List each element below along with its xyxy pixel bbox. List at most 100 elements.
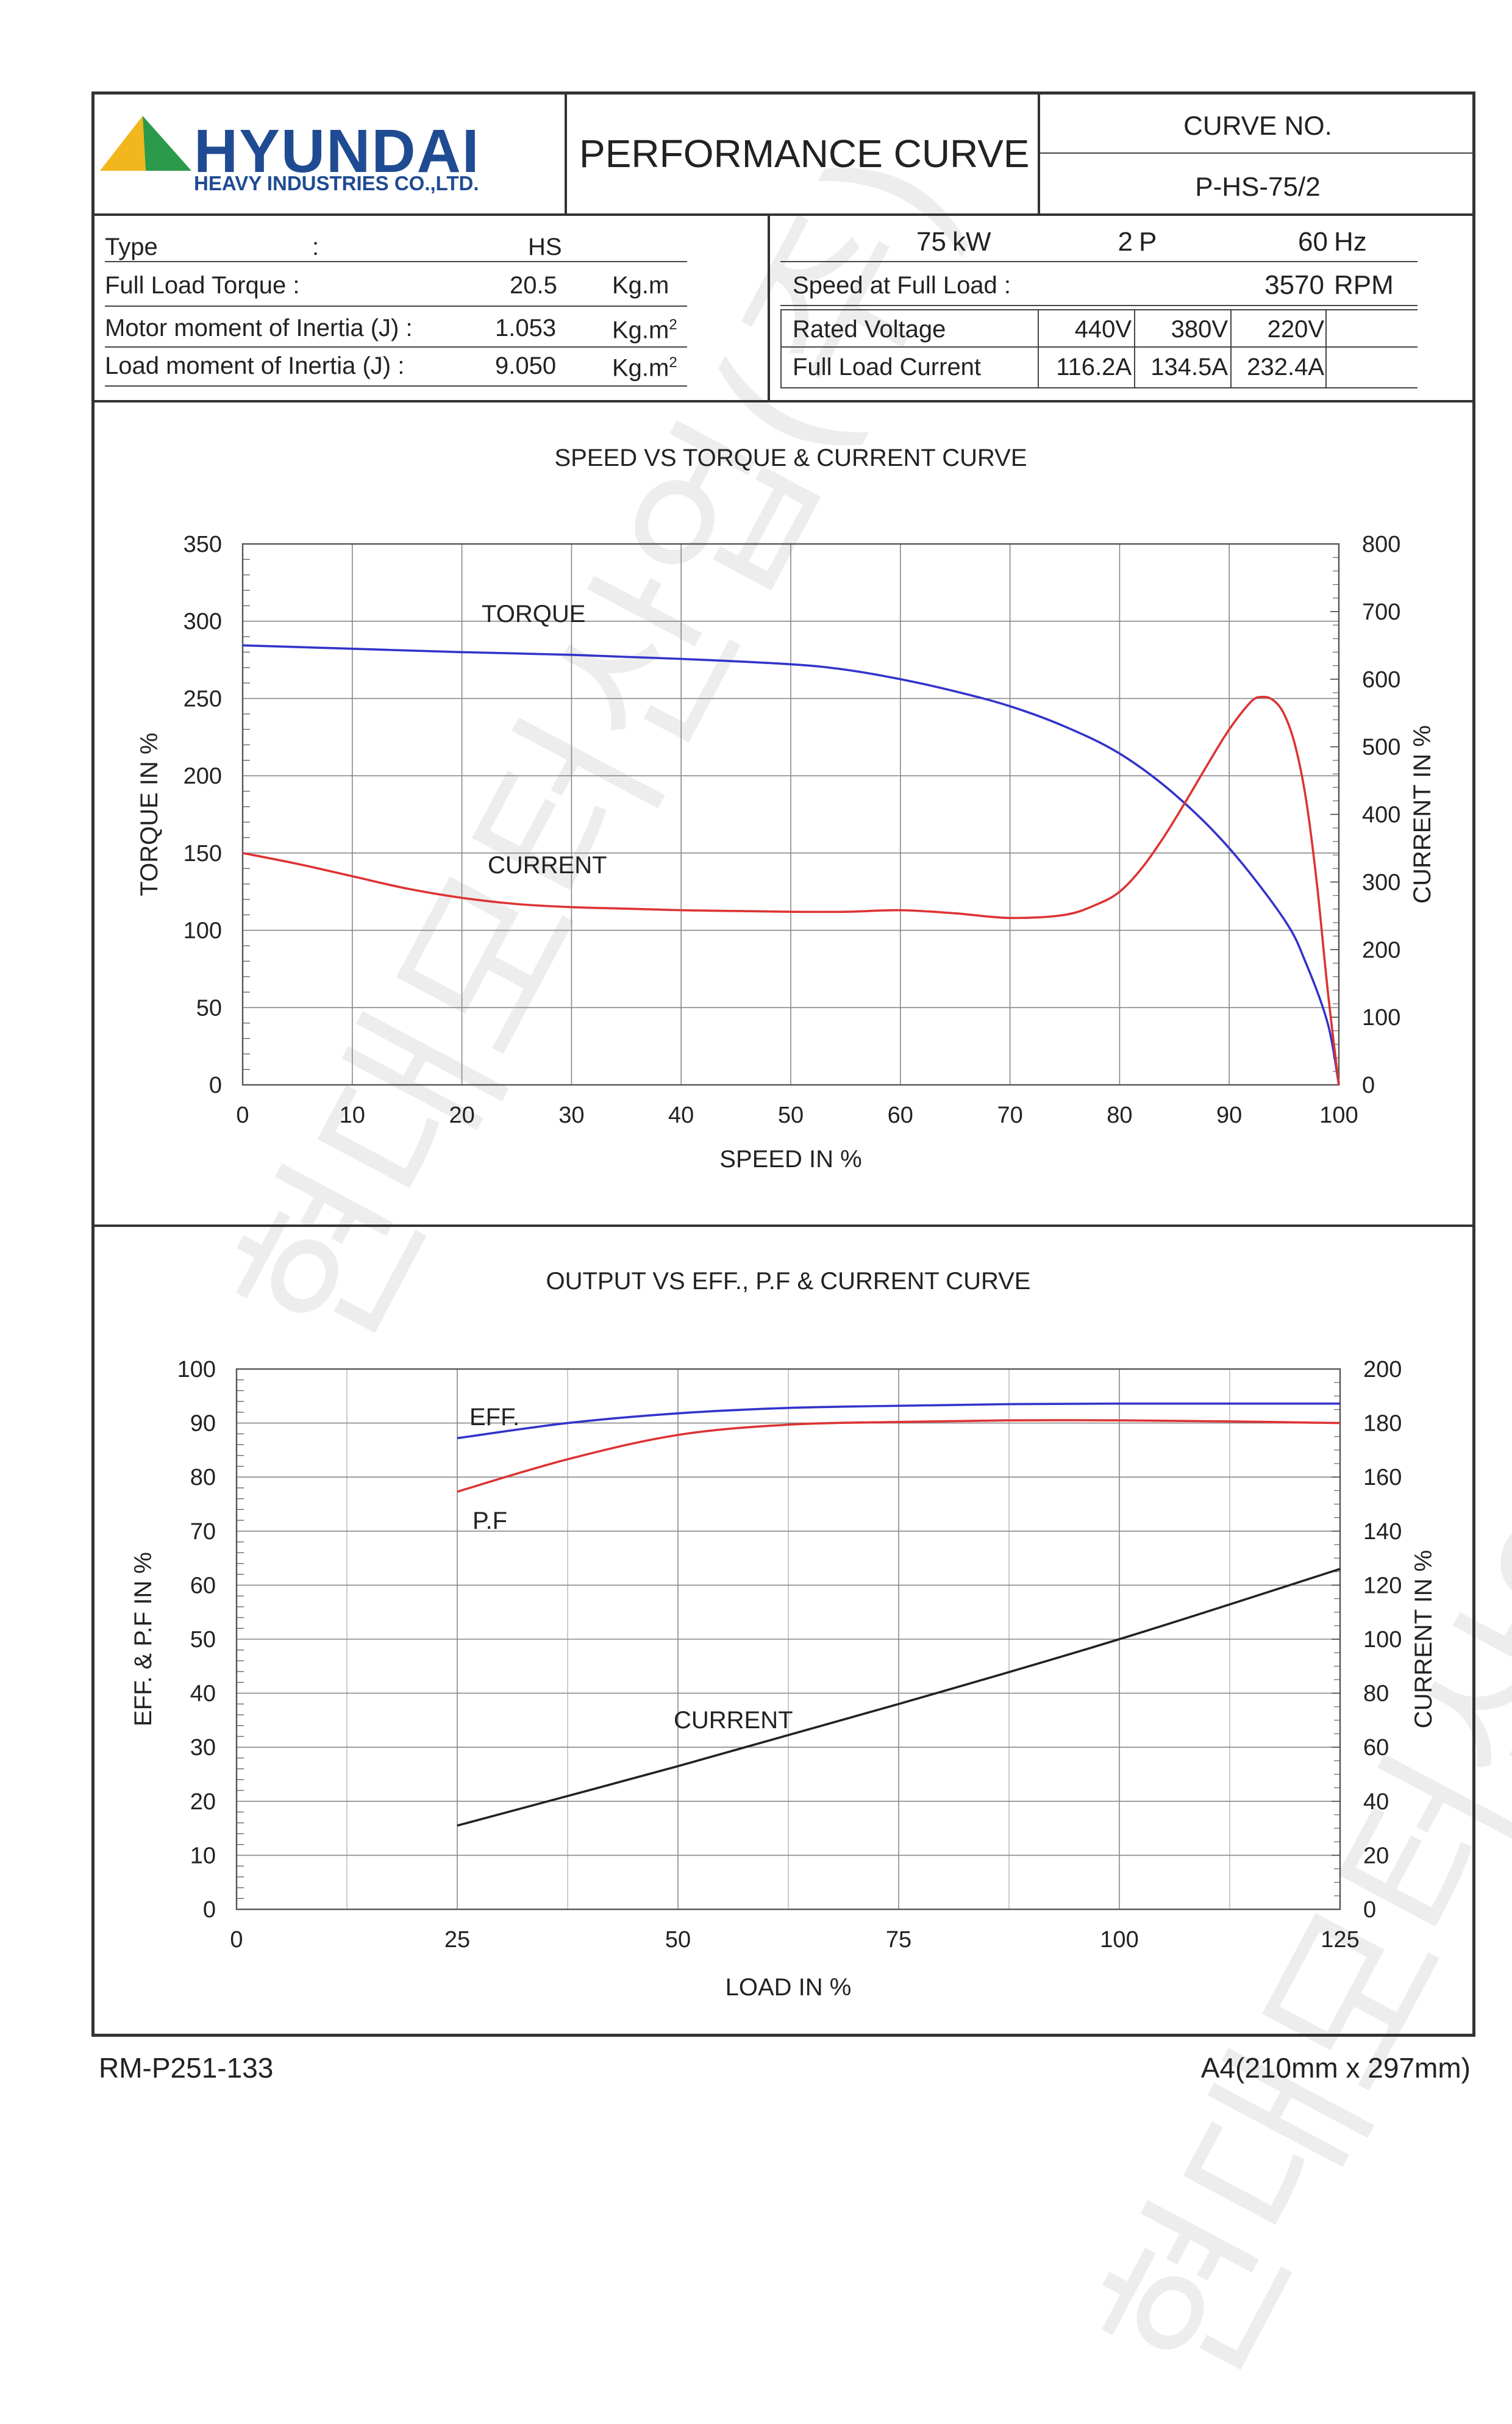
table-rule <box>1230 309 1232 388</box>
y-tick-label: 10 <box>190 1843 216 1868</box>
x-tick-label: 100 <box>1319 1103 1358 1128</box>
y-tick-label: 0 <box>203 1897 216 1923</box>
y-tick-label: 0 <box>209 1073 222 1098</box>
company-logo-subtitle: HEAVY INDUSTRIES CO.,LTD. <box>194 172 479 195</box>
speed-full-load-label: Speed at Full Load : <box>793 272 1011 299</box>
series-label: P.F <box>472 1507 507 1534</box>
spec-divider <box>91 400 1475 402</box>
chart-title: SPEED VS TORQUE & CURRENT CURVE <box>555 445 1027 471</box>
x-tick-label: 125 <box>1321 1927 1359 1953</box>
series-line-eff <box>457 1402 1340 1440</box>
table-rule <box>1038 309 1039 388</box>
page-title: PERFORMANCE CURVE <box>579 132 1030 176</box>
y2-tick-label: 160 <box>1363 1465 1402 1490</box>
poles-unit: P <box>1139 227 1157 257</box>
y-tick-label: 100 <box>177 1357 216 1382</box>
x-tick-label: 0 <box>230 1927 243 1953</box>
series-label: CURRENT <box>674 1707 793 1734</box>
y2-tick-label: 20 <box>1363 1843 1389 1868</box>
row-rule <box>105 306 687 307</box>
rated-voltage-cell: 440V <box>1074 316 1132 343</box>
load-inertia-unit: Kg.m2 <box>612 354 677 382</box>
x-axis-label: SPEED IN % <box>719 1146 861 1173</box>
power-unit: kW <box>952 227 991 257</box>
x-axis-label: LOAD IN % <box>726 1974 852 2001</box>
power-value: 75 <box>916 227 946 257</box>
rated-voltage-cell: 380V <box>1171 316 1228 343</box>
speed-full-load-unit: RPM <box>1334 270 1394 300</box>
load-inertia-value: 9.050 <box>495 352 557 379</box>
row-rule <box>780 387 1417 388</box>
curve-no-value: P-HS-75/2 <box>1195 172 1321 202</box>
company-logo-wordmark: HYUNDAI <box>194 117 480 185</box>
series-line-current <box>242 644 1340 1085</box>
speed-full-load-value: 3570 <box>1264 270 1324 300</box>
x-tick-label: 80 <box>1107 1103 1132 1128</box>
x-tick-label: 0 <box>236 1103 249 1128</box>
row-rule <box>780 346 1417 348</box>
rated-voltage-label: Rated Voltage <box>793 316 946 343</box>
y2-tick-label: 400 <box>1362 803 1400 828</box>
y-axis-label: EFF. & P.F IN % <box>130 1552 157 1726</box>
chart-title: OUTPUT VS EFF., P.F & CURRENT CURVE <box>546 1268 1031 1295</box>
y-tick-label: 80 <box>190 1465 216 1490</box>
type-colon: : <box>312 234 319 260</box>
motor-inertia-value: 1.053 <box>495 315 557 341</box>
full-load-torque-unit: Kg.m <box>612 272 669 299</box>
header-divider <box>1038 91 1040 213</box>
y-tick-label: 90 <box>190 1411 216 1437</box>
series-label: CURRENT <box>488 852 607 879</box>
y2-tick-label: 100 <box>1363 1627 1402 1653</box>
output-eff-pf-current-chart: OUTPUT VS EFF., P.F & CURRENT CURVE 0 25 50… <box>130 1268 1437 2001</box>
y2-tick-label: 140 <box>1363 1519 1402 1545</box>
y2-tick-label: 60 <box>1363 1735 1389 1761</box>
y-tick-label: 100 <box>184 918 222 944</box>
series-line-pf <box>457 1419 1341 1493</box>
full-load-current-cell: 232.4A <box>1247 354 1324 381</box>
y2-tick-label: 800 <box>1362 532 1400 557</box>
y-tick-label: 350 <box>184 532 222 557</box>
y2-tick-label: 500 <box>1362 735 1400 760</box>
y-tick-label: 30 <box>190 1735 216 1761</box>
y2-tick-label: 40 <box>1363 1789 1389 1815</box>
x-tick-label: 60 <box>888 1103 913 1128</box>
y-axis-label: TORQUE IN % <box>136 732 163 896</box>
y-tick-label: 50 <box>196 995 222 1021</box>
table-rule <box>780 309 782 388</box>
y-tick-label: 50 <box>190 1627 216 1653</box>
x-tick-label: 70 <box>997 1103 1022 1128</box>
row-rule <box>780 261 1417 262</box>
series-label: EFF. <box>469 1404 519 1431</box>
y2-tick-label: 100 <box>1362 1005 1400 1031</box>
full-load-current-cell: 116.2A <box>1056 354 1132 381</box>
y2-tick-label: 600 <box>1362 667 1400 693</box>
y2-tick-label: 80 <box>1363 1681 1389 1707</box>
y2-tick-label: 200 <box>1362 937 1400 963</box>
full-load-current-cell: 134.5A <box>1150 354 1228 381</box>
x-tick-label: 20 <box>449 1103 474 1128</box>
row-rule <box>780 309 1417 310</box>
y-tick-label: 40 <box>190 1681 216 1707</box>
series-line-current <box>457 1568 1341 1827</box>
logo-triangle <box>100 116 191 171</box>
x-tick-label: 100 <box>1100 1927 1138 1953</box>
chart-divider <box>91 1225 1475 1227</box>
frequency-unit: Hz <box>1334 227 1367 257</box>
row-rule <box>105 346 687 348</box>
series-label: TORQUE <box>482 601 585 627</box>
x-tick-label: 50 <box>665 1927 691 1953</box>
full-load-current-label: Full Load Current <box>793 354 982 381</box>
full-load-torque-label: Full Load Torque : <box>105 272 300 299</box>
plot-area-border <box>241 543 1340 1086</box>
header-divider <box>565 91 567 213</box>
y-tick-label: 300 <box>184 609 222 635</box>
type-value: HS <box>528 234 562 260</box>
y-tick-label: 200 <box>184 763 222 789</box>
y2-axis-label: CURRENT IN % <box>1409 725 1436 904</box>
curve-no-divider <box>1040 152 1474 154</box>
y-tick-label: 60 <box>190 1573 216 1598</box>
y-tick-label: 250 <box>184 686 222 712</box>
x-tick-label: 75 <box>886 1927 911 1953</box>
load-inertia-label: Load moment of Inertia (J) : <box>105 352 405 379</box>
frequency-value: 60 <box>1298 227 1328 257</box>
